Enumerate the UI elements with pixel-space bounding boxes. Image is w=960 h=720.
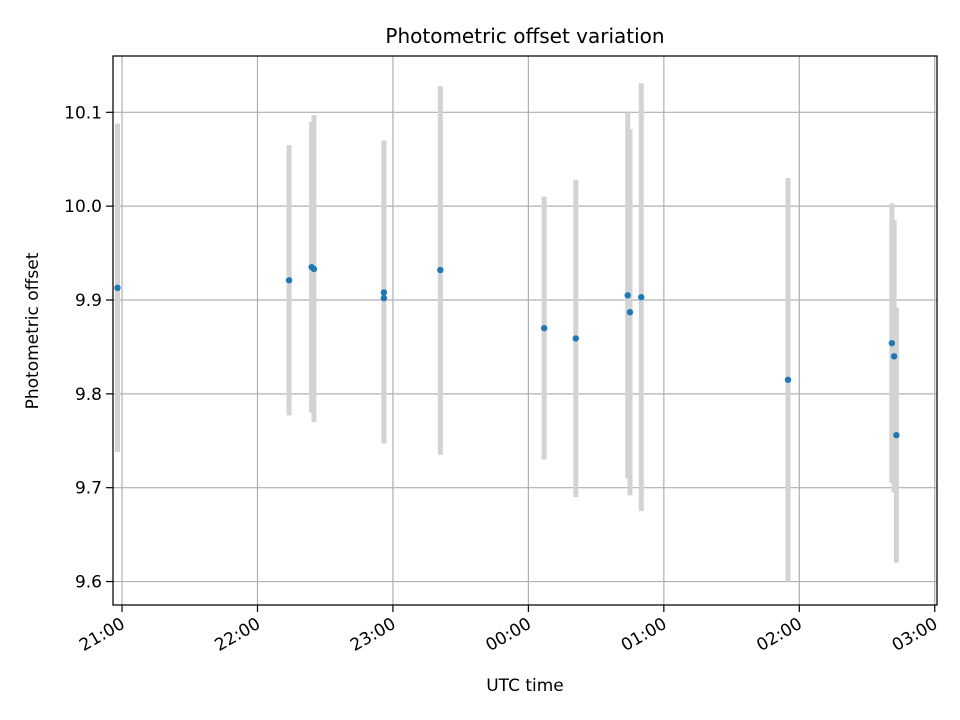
y-tick-label: 9.7 [75, 479, 102, 499]
y-tick-label: 9.9 [75, 291, 102, 311]
y-axis-ticks: 9.6 9.7 9.8 9.9 10.0 10.1 [64, 103, 113, 593]
y-tick-label: 10.0 [64, 197, 102, 217]
data-point [893, 431, 900, 439]
data-point [114, 284, 121, 291]
chart-title: Photometric offset variation [385, 24, 664, 48]
y-tick-label: 9.8 [75, 385, 102, 405]
y-axis-label: Photometric offset [23, 252, 43, 409]
data-point [380, 294, 388, 302]
data-point [624, 292, 631, 299]
data-point [888, 339, 896, 347]
data-point [540, 324, 548, 332]
y-tick-label: 9.6 [75, 573, 102, 593]
data-point [784, 376, 792, 383]
data-point [626, 309, 634, 316]
plot-frame [112, 55, 938, 606]
grid-lines [113, 56, 937, 605]
data-points [114, 263, 900, 439]
data-point [572, 335, 579, 342]
data-point [380, 289, 388, 296]
y-tick-label: 10.1 [64, 103, 102, 123]
data-point [638, 293, 645, 301]
data-point [285, 277, 293, 284]
data-point [310, 265, 318, 273]
x-axis-label: UTC time [486, 676, 564, 696]
data-point [437, 266, 444, 274]
data-point [890, 353, 898, 360]
